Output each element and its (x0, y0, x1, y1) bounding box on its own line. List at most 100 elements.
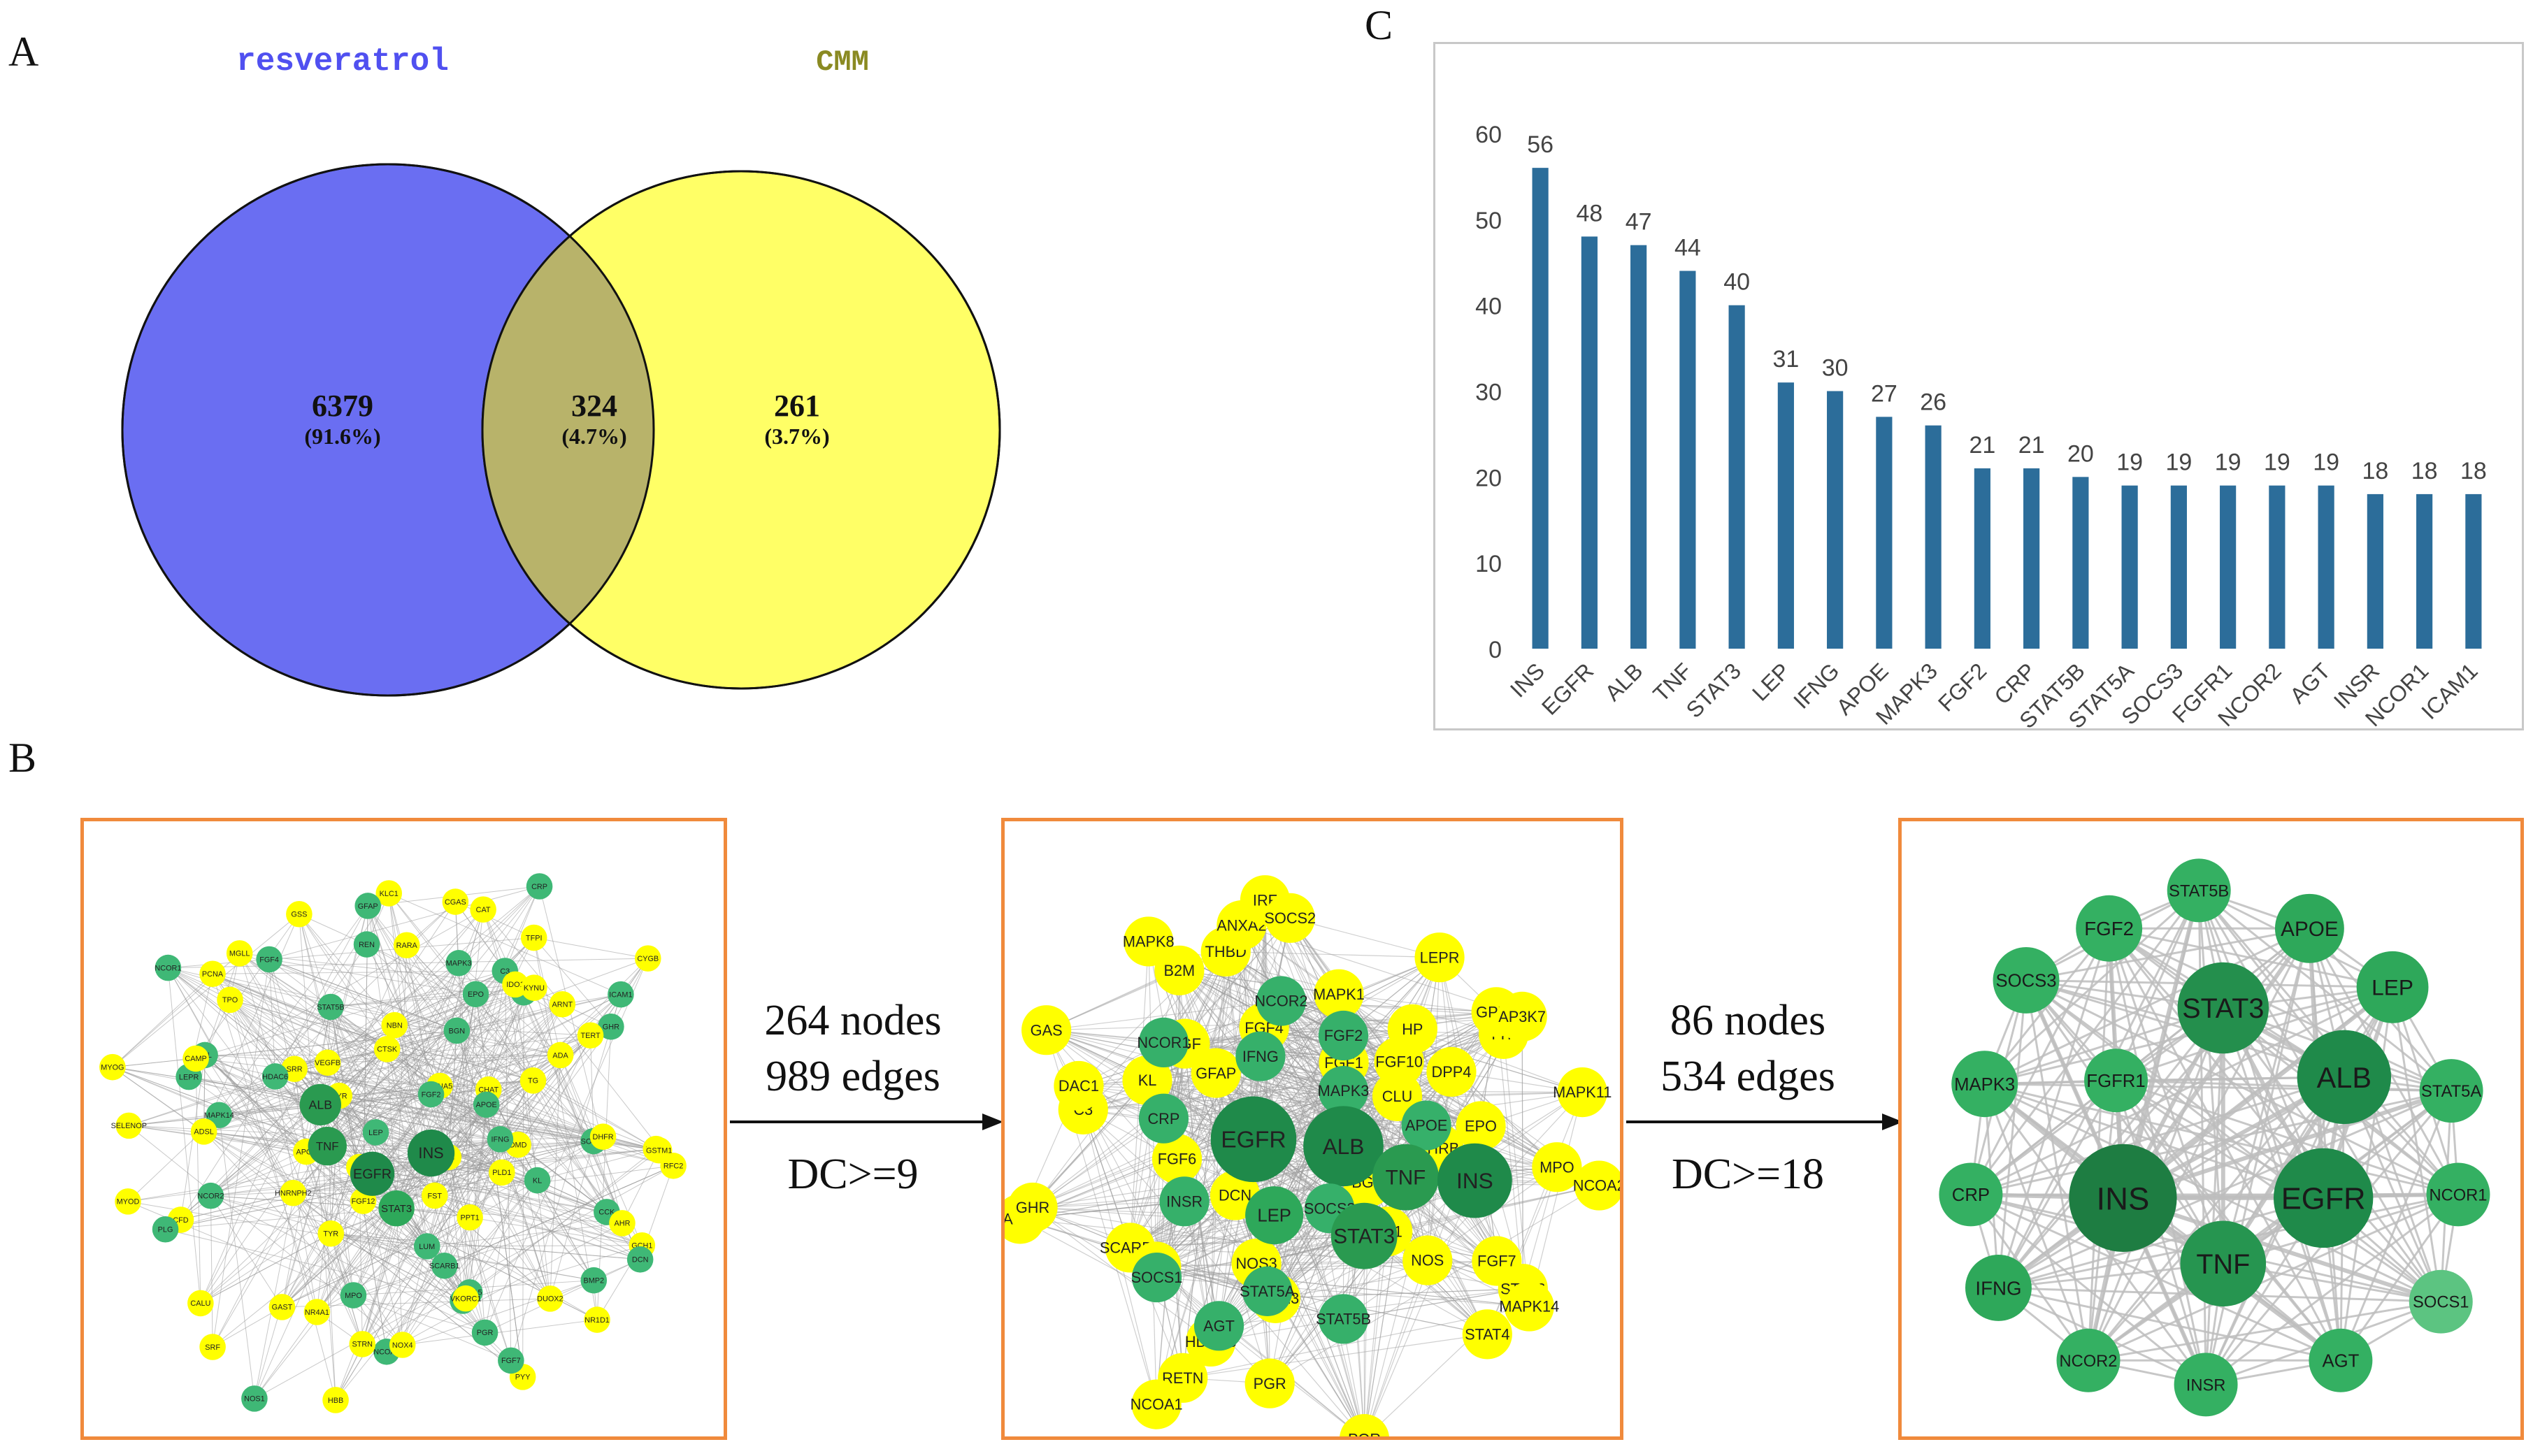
node-label-tyr: TYR (323, 1230, 338, 1239)
node-mapk14 (1504, 1281, 1554, 1332)
node-plg (152, 1216, 179, 1243)
node-cat (470, 896, 496, 923)
node-label-fgf10: FGF10 (1375, 1053, 1423, 1070)
venn-set-label-resveratrol: resveratrol (236, 43, 449, 80)
y-tick-label: 0 (1488, 637, 1502, 663)
node-label-agt: AGT (1203, 1317, 1235, 1334)
node-label-mapk3: MAPK3 (446, 960, 472, 968)
step2-filter: DC>=18 (1671, 1151, 1825, 1198)
node-label-nos: NOS (1411, 1252, 1444, 1269)
node-alb (1303, 1106, 1384, 1187)
node-icam1 (608, 981, 634, 1008)
node-label-gfap: GFAP (1196, 1065, 1236, 1082)
data-label-lep: 31 (1772, 346, 1799, 373)
node-lep (1245, 1186, 1304, 1245)
node-label-klc1: KLC1 (380, 890, 399, 898)
panel-label-b: B (8, 735, 37, 781)
node-hbb (322, 1387, 349, 1413)
venn-count-overlap: 324 (571, 389, 617, 423)
node-hnrnph2 (280, 1179, 307, 1206)
data-label-ncor1: 18 (2411, 458, 2438, 484)
node-bgn (443, 1017, 471, 1044)
node-label-mapk11: MAPK11 (1553, 1083, 1612, 1101)
node-label-fgfr1: FGFR1 (2086, 1072, 2145, 1091)
node-label-ncoa2: NCOA2 (1573, 1177, 1620, 1195)
node-dcn (626, 1246, 654, 1273)
node-tert (577, 1022, 604, 1049)
node-nos1 (241, 1385, 268, 1412)
node-crp (1939, 1162, 2003, 1227)
node-calu (187, 1290, 214, 1317)
node-label-camp: CAMP (185, 1055, 206, 1063)
x-tick-label-icam1: ICAM1 (2416, 658, 2483, 724)
node-rfc2 (660, 1153, 687, 1179)
node-label-srf: SRF (205, 1343, 220, 1352)
node-label-strn: STRN (352, 1341, 373, 1349)
node-label-fgf7: FGF7 (501, 1357, 521, 1365)
node-apoe (473, 1091, 500, 1118)
node-kl (524, 1167, 551, 1194)
node-dhfr (589, 1123, 617, 1150)
node-crp (526, 873, 553, 900)
node-ifng (487, 1126, 514, 1153)
node-label-pgr: PGR (477, 1329, 494, 1337)
network-dc9-graph: BGNDCNFGF1BMP2GFAPCLUNOS3FGF4GF1FGF6FGF1… (1005, 875, 1620, 1436)
node-mpo (340, 1282, 367, 1309)
network-dc18: STAT5B FGF2 APOE SOCS3 LEP STAT3 MAPK3 FGFR1 ALB… (1898, 818, 2524, 1440)
node-label-rara: RARA (396, 942, 418, 950)
node-label-hnrnph2: HNRNPH2 (275, 1190, 312, 1198)
step2-nodes: 86 nodes (1670, 997, 1826, 1044)
node-label-icam1: ICAM1 (609, 990, 632, 999)
node-stat5b (317, 993, 344, 1021)
node-stat5a (1242, 1266, 1293, 1316)
node-fgf7 (498, 1347, 524, 1374)
x-tick-label-stat3: STAT3 (1681, 658, 1746, 723)
node-stat5b (2167, 858, 2231, 923)
node-tg (519, 1067, 547, 1094)
node-stat3 (2177, 962, 2269, 1054)
bar-stat5b (2072, 477, 2089, 649)
venn-count-resveratrol-only: 6379 (312, 389, 373, 423)
node-label-fgf6: FGF6 (1158, 1150, 1197, 1167)
node-rara (393, 932, 420, 959)
node-label-nos1: NOS1 (244, 1395, 265, 1404)
y-tick-label: 60 (1475, 122, 1502, 148)
node-label-ins: INS (2097, 1181, 2150, 1216)
node-label-dhfr: DHFR (592, 1133, 613, 1141)
node-label-tg: TG (528, 1077, 538, 1086)
node-label-cgas: CGAS (445, 898, 466, 907)
node-label-stat3: STAT3 (1333, 1225, 1395, 1248)
node-label-ncor2: NCOR2 (197, 1192, 224, 1201)
node-mapk3 (1318, 1066, 1369, 1116)
node-ncoa2 (1574, 1160, 1620, 1211)
bar-tnf (1679, 271, 1696, 649)
x-tick-label-egfr: EGFR (1537, 658, 1598, 719)
node-mgll (226, 940, 253, 967)
venn-intersection (482, 171, 654, 689)
node-label-stat5b: STAT5B (2169, 882, 2229, 900)
node-label-lep: LEP (1257, 1206, 1291, 1226)
node-label-crp: CRP (531, 883, 547, 891)
node-label-mapk3: MAPK3 (1954, 1075, 2015, 1095)
data-label-ins: 56 (1527, 131, 1553, 158)
node-gas (1021, 1005, 1072, 1055)
bar-apoe (1876, 417, 1893, 649)
node-label-alb: ALB (2317, 1061, 2371, 1094)
node-label-ifng: IFNG (1975, 1277, 2021, 1299)
node-label-fgf2: FGF2 (1324, 1027, 1363, 1044)
bar-ifng (1827, 391, 1844, 649)
node-label-apoe: APOE (1405, 1117, 1447, 1134)
bar-stat3 (1728, 305, 1745, 649)
node-scarb1 (431, 1253, 458, 1279)
node-cgas (442, 888, 469, 915)
bar-alb (1630, 245, 1647, 649)
node-label-ncoa1: NCOA1 (1131, 1396, 1183, 1413)
node-crp (1138, 1093, 1189, 1144)
node-label-dcn: DCN (632, 1256, 649, 1264)
node-nos (1402, 1235, 1453, 1285)
node-label-gast: GAST (272, 1304, 293, 1312)
node-label-epo: EPO (1465, 1118, 1497, 1135)
node-label-arnt: ARNT (552, 1001, 573, 1009)
node-hdac6 (261, 1063, 289, 1090)
node-egfr (350, 1151, 395, 1196)
